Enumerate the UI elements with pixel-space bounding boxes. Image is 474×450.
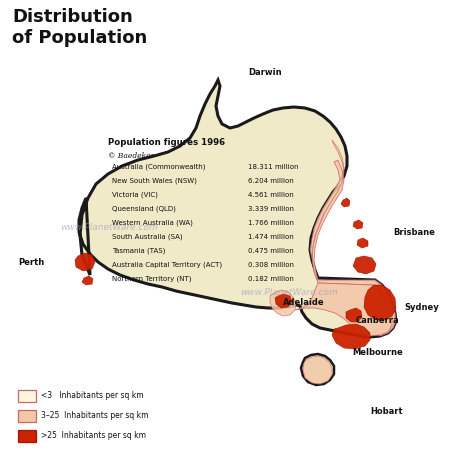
Text: Darwin: Darwin [248, 68, 282, 77]
Polygon shape [270, 290, 296, 316]
Text: New South Wales (NSW): New South Wales (NSW) [112, 178, 197, 184]
Text: www.PlanetWare.com: www.PlanetWare.com [60, 223, 158, 232]
Text: 3.339 million: 3.339 million [248, 206, 294, 212]
Text: 0.475 million: 0.475 million [248, 248, 294, 254]
Text: Australia Capital Territory (ACT): Australia Capital Territory (ACT) [112, 262, 222, 269]
Text: >25  Inhabitants per sq km: >25 Inhabitants per sq km [41, 432, 146, 441]
Text: Perth: Perth [18, 258, 44, 267]
Polygon shape [353, 256, 376, 274]
Polygon shape [364, 285, 396, 320]
Polygon shape [357, 238, 368, 248]
Text: Melbourne: Melbourne [352, 348, 403, 357]
Polygon shape [75, 253, 95, 271]
Polygon shape [310, 140, 344, 258]
FancyBboxPatch shape [18, 410, 36, 422]
Text: 6.204 million: 6.204 million [248, 178, 294, 184]
Polygon shape [275, 294, 292, 308]
Text: Australia (Commonwealth): Australia (Commonwealth) [112, 164, 206, 171]
Text: www.PlanetWare.com: www.PlanetWare.com [240, 288, 338, 297]
Text: Hobart: Hobart [370, 407, 402, 416]
Text: Canberra: Canberra [356, 316, 400, 325]
Text: 3–25  Inhabitants per sq km: 3–25 Inhabitants per sq km [41, 411, 148, 420]
FancyBboxPatch shape [18, 390, 36, 402]
Polygon shape [332, 324, 370, 349]
Polygon shape [79, 80, 396, 337]
Text: 18.311 million: 18.311 million [248, 164, 299, 170]
Text: Northern Territory (NT): Northern Territory (NT) [112, 276, 191, 283]
Polygon shape [346, 308, 362, 322]
Polygon shape [353, 220, 363, 229]
Text: Adelaide: Adelaide [283, 298, 325, 307]
Polygon shape [295, 283, 392, 336]
Polygon shape [82, 276, 93, 285]
Text: 0.308 million: 0.308 million [248, 262, 294, 268]
Text: © Baedeker: © Baedeker [108, 152, 154, 160]
Text: 1.474 million: 1.474 million [248, 234, 294, 240]
Text: Brisbane: Brisbane [393, 228, 435, 237]
FancyBboxPatch shape [18, 430, 36, 442]
Text: Victoria (VIC): Victoria (VIC) [112, 192, 158, 198]
Polygon shape [303, 356, 332, 384]
Text: South Australia (SA): South Australia (SA) [112, 234, 182, 240]
Text: 4.561 million: 4.561 million [248, 192, 294, 198]
Text: Sydney: Sydney [404, 303, 439, 312]
Polygon shape [341, 198, 350, 207]
Polygon shape [312, 160, 396, 336]
Polygon shape [301, 354, 334, 385]
Text: Western Australia (WA): Western Australia (WA) [112, 220, 193, 226]
Text: Tasmania (TAS): Tasmania (TAS) [112, 248, 165, 255]
Text: Population figures 1996: Population figures 1996 [108, 138, 225, 147]
Text: <3   Inhabitants per sq km: <3 Inhabitants per sq km [41, 392, 144, 400]
Text: Distribution
of Population: Distribution of Population [12, 8, 147, 47]
Text: 0.182 million: 0.182 million [248, 276, 294, 282]
Text: Queensland (QLD): Queensland (QLD) [112, 206, 176, 212]
Text: 1.766 million: 1.766 million [248, 220, 294, 226]
